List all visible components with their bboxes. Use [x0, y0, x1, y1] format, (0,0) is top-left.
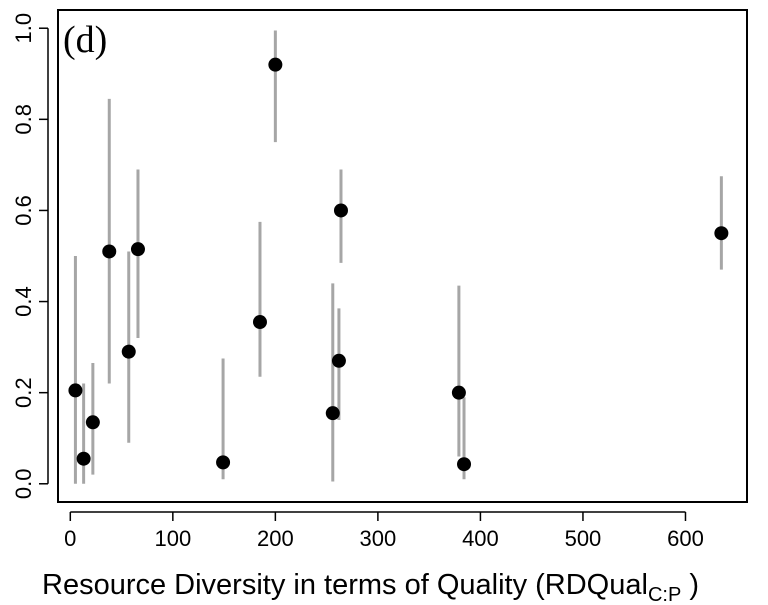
- data-point-11: [333, 203, 348, 218]
- x-tick-label-6: 600: [667, 526, 704, 551]
- x-tick-label-0: 0: [64, 526, 76, 551]
- error-bars: [73, 30, 723, 484]
- data-point-13: [457, 457, 472, 472]
- x-axis-label-subscript: C:P: [648, 584, 681, 605]
- y-tick-label-4: 0.8: [11, 104, 36, 135]
- y-axis: 0.0 0.2 0.4 0.6 0.8 1.0: [11, 13, 49, 499]
- data-point-4: [121, 344, 136, 359]
- plot-frame: [57, 9, 748, 503]
- y-tick-label-5: 1.0: [11, 13, 36, 44]
- x-axis-label: Resource Diversity in terms of Quality (…: [42, 569, 699, 605]
- panel-label: (d): [63, 19, 107, 61]
- data-point-5: [130, 242, 145, 257]
- y-tick-label-2: 0.4: [11, 286, 36, 317]
- x-axis-label-close: ): [681, 569, 699, 601]
- data-point-7: [252, 315, 267, 330]
- data-point-0: [68, 383, 83, 398]
- x-axis: 0 100 200 300 400 500 600: [64, 511, 704, 551]
- y-tick-label-0: 0.0: [11, 468, 36, 499]
- x-axis-label-main: Resource Diversity in terms of Quality (…: [42, 569, 648, 601]
- data-points: [68, 57, 729, 472]
- x-tick-label-2: 200: [257, 526, 294, 551]
- x-tick-label-5: 500: [565, 526, 602, 551]
- x-tick-label-1: 100: [154, 526, 191, 551]
- data-point-14: [714, 226, 729, 241]
- y-tick-label-1: 0.2: [11, 377, 36, 408]
- data-point-9: [325, 406, 340, 421]
- y-tick-label-3: 0.6: [11, 195, 36, 226]
- data-point-2: [85, 415, 100, 430]
- data-point-6: [216, 455, 231, 470]
- data-point-1: [76, 451, 91, 466]
- data-point-3: [102, 244, 117, 259]
- x-tick-label-3: 300: [360, 526, 397, 551]
- x-tick-label-4: 400: [462, 526, 499, 551]
- data-point-8: [268, 57, 283, 72]
- data-point-12: [451, 385, 466, 400]
- data-point-10: [331, 353, 346, 368]
